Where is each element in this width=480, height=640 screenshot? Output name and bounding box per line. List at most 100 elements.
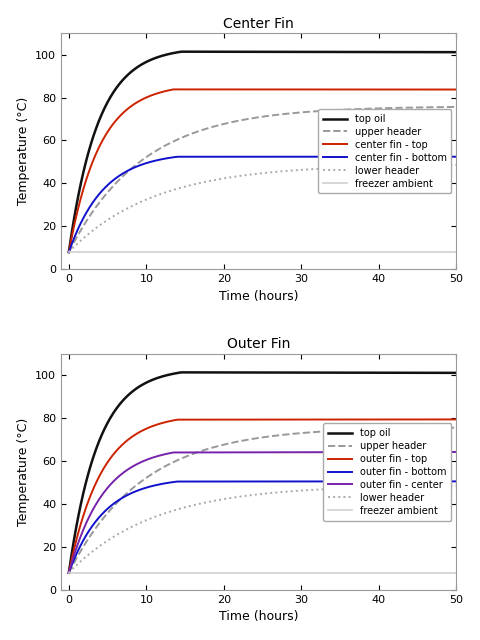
outer fin - top xyxy=(190,416,196,424)
outer fin - top xyxy=(110,451,116,459)
Title: Center Fin: Center Fin xyxy=(223,17,294,31)
upper header xyxy=(454,103,459,111)
center fin - bottom xyxy=(141,160,147,168)
Legend: top oil, upper header, outer fin - top, outer fin - bottom, outer fin - center, : top oil, upper header, outer fin - top, … xyxy=(323,423,452,520)
freezer ambient xyxy=(95,569,100,577)
lower header xyxy=(253,491,259,499)
freezer ambient xyxy=(141,569,147,577)
freezer ambient xyxy=(66,248,72,256)
freezer ambient xyxy=(141,248,147,256)
center fin - bottom xyxy=(454,153,459,161)
top oil xyxy=(338,369,344,376)
freezer ambient xyxy=(336,248,342,256)
freezer ambient xyxy=(190,569,196,577)
outer fin - top xyxy=(141,426,147,433)
outer fin - center xyxy=(190,449,196,456)
center fin - bottom xyxy=(95,193,100,200)
freezer ambient xyxy=(253,248,259,256)
lower header xyxy=(66,248,72,256)
top oil xyxy=(66,569,72,577)
outer fin - center xyxy=(336,449,342,456)
outer fin - center xyxy=(66,569,72,577)
lower header xyxy=(110,533,116,541)
outer fin - bottom xyxy=(66,569,72,577)
upper header xyxy=(141,476,147,483)
upper header xyxy=(190,450,196,458)
X-axis label: Time (hours): Time (hours) xyxy=(219,290,299,303)
outer fin - bottom xyxy=(253,477,259,485)
lower header xyxy=(141,196,147,204)
upper header xyxy=(454,424,459,431)
Line: lower header: lower header xyxy=(69,486,456,573)
lower header xyxy=(66,569,72,577)
center fin - top xyxy=(110,120,116,128)
center fin - top xyxy=(171,86,177,93)
lower header xyxy=(190,501,196,509)
Line: center fin - bottom: center fin - bottom xyxy=(69,157,456,252)
center fin - top xyxy=(454,86,459,93)
outer fin - bottom xyxy=(110,500,116,508)
outer fin - bottom xyxy=(141,484,147,492)
outer fin - bottom xyxy=(454,477,459,485)
outer fin - top xyxy=(336,415,342,423)
outer fin - top xyxy=(66,569,72,577)
Title: Outer Fin: Outer Fin xyxy=(227,337,290,351)
lower header xyxy=(110,212,116,220)
upper header xyxy=(66,569,72,577)
Y-axis label: Temperature (°C): Temperature (°C) xyxy=(17,97,30,205)
freezer ambient xyxy=(454,248,459,256)
outer fin - top xyxy=(95,476,100,484)
Legend: top oil, upper header, center fin - top, center fin - bottom, lower header, free: top oil, upper header, center fin - top,… xyxy=(318,109,452,193)
lower header xyxy=(95,544,100,552)
lower header xyxy=(336,484,342,492)
top oil xyxy=(253,48,259,56)
freezer ambient xyxy=(454,569,459,577)
top oil xyxy=(110,89,116,97)
lower header xyxy=(454,161,459,169)
upper header xyxy=(336,427,342,435)
outer fin - center xyxy=(253,449,259,456)
lower header xyxy=(95,223,100,231)
top oil xyxy=(95,121,100,129)
Line: top oil: top oil xyxy=(69,372,456,573)
outer fin - center xyxy=(141,457,147,465)
upper header xyxy=(190,129,196,137)
top oil xyxy=(454,49,459,56)
upper header xyxy=(336,106,342,114)
Line: outer fin - bottom: outer fin - bottom xyxy=(69,481,456,573)
lower header xyxy=(190,180,196,188)
top oil xyxy=(141,380,147,388)
top oil xyxy=(191,369,196,376)
upper header xyxy=(110,182,116,190)
lower header xyxy=(141,517,147,525)
center fin - bottom xyxy=(253,153,259,161)
lower header xyxy=(454,482,459,490)
Line: upper header: upper header xyxy=(69,428,456,573)
Line: center fin - top: center fin - top xyxy=(69,90,456,252)
center fin - top xyxy=(66,248,72,256)
center fin - top xyxy=(95,147,100,154)
outer fin - center xyxy=(454,448,459,456)
freezer ambient xyxy=(336,569,342,577)
top oil xyxy=(454,369,459,377)
upper header xyxy=(253,435,259,442)
outer fin - top xyxy=(253,416,259,424)
upper header xyxy=(110,503,116,511)
freezer ambient xyxy=(253,569,259,577)
Line: lower header: lower header xyxy=(69,165,456,252)
upper header xyxy=(95,522,100,529)
Line: upper header: upper header xyxy=(69,107,456,252)
center fin - bottom xyxy=(336,153,342,161)
upper header xyxy=(95,201,100,209)
X-axis label: Time (hours): Time (hours) xyxy=(219,611,299,623)
upper header xyxy=(66,248,72,256)
freezer ambient xyxy=(110,569,116,577)
freezer ambient xyxy=(95,248,100,256)
center fin - bottom xyxy=(66,248,72,256)
center fin - top xyxy=(141,95,147,102)
center fin - bottom xyxy=(110,177,116,184)
top oil xyxy=(338,48,344,56)
upper header xyxy=(141,155,147,163)
top oil xyxy=(95,442,100,449)
outer fin - top xyxy=(454,415,459,423)
